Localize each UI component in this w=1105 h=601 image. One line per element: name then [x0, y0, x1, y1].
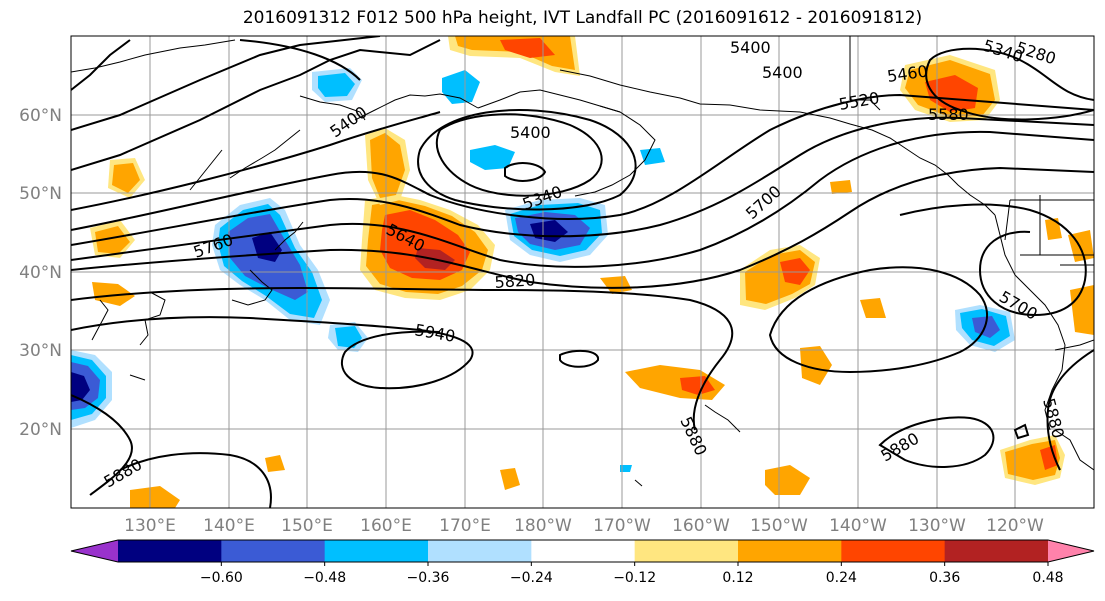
positive-anomaly — [925, 75, 978, 112]
lon-label: 180°W — [514, 516, 572, 536]
colorbar-segment — [531, 540, 636, 562]
graticule — [71, 36, 1094, 508]
positive-anomaly — [130, 486, 180, 508]
positive-anomaly — [500, 468, 520, 490]
colorbar-tick-label: −0.12 — [613, 570, 656, 586]
contour-label: 5400 — [510, 123, 551, 142]
negative-anomaly — [318, 73, 355, 97]
lat-label: 40°N — [19, 263, 62, 283]
colorbar-tick-label: 0.12 — [722, 570, 753, 586]
negative-anomaly — [972, 316, 1000, 338]
lat-label: 30°N — [19, 341, 62, 361]
colorbar-segment — [944, 540, 1049, 562]
lon-label: 150°W — [750, 516, 808, 536]
negative-anomaly — [335, 326, 362, 348]
colorbar-segment — [324, 540, 429, 562]
colorbar-segment — [738, 540, 842, 562]
height-contours — [71, 36, 1094, 508]
positive-anomaly — [92, 282, 135, 306]
map-frame — [70, 35, 1095, 509]
positive-anomaly — [500, 38, 555, 58]
colorbar-segment — [634, 540, 739, 562]
lon-label: 160°E — [360, 516, 412, 536]
contour-label: 5400 — [730, 38, 771, 57]
positive-anomaly — [600, 276, 632, 294]
negative-anomaly — [470, 145, 515, 170]
colorbar-segment — [841, 540, 946, 562]
colorbar-extend-low — [71, 540, 118, 562]
lat-label: 60°N — [19, 106, 62, 126]
positive-anomaly — [800, 346, 832, 385]
contour-label: 5580 — [928, 105, 969, 124]
colorbar: −0.60 −0.48 −0.36 −0.24 −0.12 0.12 0.24 0.36 0.4… — [70, 539, 1095, 586]
negative-anomaly — [442, 70, 480, 104]
figure-title: 2016091312 F012 500 hPa height, IVT Land… — [242, 8, 923, 28]
colorbar-tick-label: 0.48 — [1032, 570, 1063, 586]
colorbar-tick-label: 0.24 — [826, 570, 857, 586]
lon-label: 130°E — [124, 516, 176, 536]
positive-anomaly — [860, 298, 886, 318]
positive-anomaly — [112, 163, 140, 193]
lon-label: 140°W — [829, 516, 887, 536]
colorbar-tick-label: −0.48 — [303, 570, 346, 586]
lat-label: 20°N — [19, 420, 62, 440]
colorbar-tick-label: −0.36 — [407, 570, 450, 586]
colorbar-segment — [118, 540, 222, 562]
lon-label: 170°E — [439, 516, 491, 536]
colorbar-extend-high — [1048, 540, 1094, 562]
lon-label: 130°W — [908, 516, 966, 536]
lon-label: 160°W — [672, 516, 730, 536]
positive-anomaly — [370, 133, 405, 198]
colorbar-tick-label: −0.60 — [200, 570, 243, 586]
lon-label: 170°W — [593, 516, 651, 536]
contour-label: 5820 — [494, 270, 536, 292]
positive-anomaly — [265, 455, 285, 472]
colorbar-segment — [428, 540, 532, 562]
lon-label: 150°E — [281, 516, 333, 536]
latitude-labels: 60°N 50°N 40°N 30°N 20°N — [19, 106, 62, 440]
positive-anomaly — [830, 180, 852, 194]
positive-anomaly — [95, 226, 130, 254]
colorbar-tick-label: −0.24 — [510, 570, 553, 586]
contour-label: 5400 — [762, 63, 803, 82]
negative-anomaly — [71, 372, 90, 402]
positive-anomaly — [765, 465, 810, 495]
colorbar-tick-label: 0.36 — [929, 570, 960, 586]
lon-label: 120°W — [986, 516, 1044, 536]
negative-anomaly — [620, 465, 632, 472]
positive-anomaly — [1070, 285, 1094, 335]
colorbar-outline — [70, 539, 1095, 563]
lat-label: 50°N — [19, 184, 62, 204]
longitude-labels: 130°E 140°E 150°E 160°E 170°E 180°W 170°… — [124, 516, 1044, 536]
colorbar-segment — [221, 540, 326, 562]
positive-anomaly — [1040, 445, 1058, 470]
negative-anomaly — [640, 148, 665, 165]
ivt-shading — [71, 36, 1094, 508]
lon-label: 140°E — [203, 516, 255, 536]
